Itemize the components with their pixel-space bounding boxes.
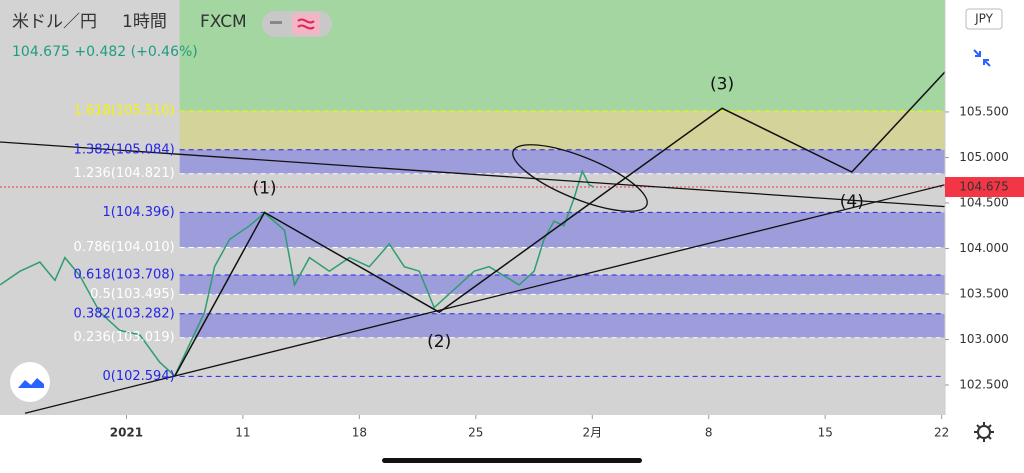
- x-tick-label: 2月: [582, 426, 602, 440]
- currency-box[interactable]: [965, 8, 1003, 30]
- trendline: [0, 141, 945, 208]
- fib-label: 0(102.594): [102, 369, 174, 384]
- home-indicator: [382, 458, 642, 463]
- settings-button[interactable]: [974, 422, 994, 442]
- fib-label: 0.236(103.019): [74, 330, 175, 345]
- wave-label: (3): [710, 74, 734, 94]
- fib-band: [179, 247, 945, 276]
- wave-label: (2): [427, 332, 451, 352]
- wave-line: [174, 71, 945, 377]
- y-tick-label: 104.500: [959, 195, 1009, 209]
- x-tick-label: 2021: [110, 426, 143, 440]
- plot-area: [0, 0, 945, 414]
- symbol: 米ドル／円: [12, 12, 97, 32]
- trendline: [24, 184, 945, 414]
- price-tag: [945, 177, 1024, 198]
- y-tick-label: 105.000: [959, 150, 1009, 164]
- y-tick-label: 103.500: [959, 286, 1009, 300]
- price-tag-label: 104.675: [959, 180, 1009, 194]
- fib-label: 0.382(103.282): [74, 306, 175, 321]
- x-tick-label: 11: [235, 426, 250, 440]
- price-axis: [945, 0, 1024, 473]
- fib-label: 0.618(103.708): [74, 268, 175, 283]
- fib-label: 0.786(104.010): [74, 240, 175, 255]
- fib-band: [179, 294, 945, 314]
- last-price: 104.675 +0.482 (+0.46%): [12, 44, 198, 60]
- x-tick-label: 8: [705, 426, 713, 440]
- y-tick-label: 105.500: [959, 104, 1009, 118]
- fib-band: [179, 212, 945, 248]
- style-toggle[interactable]: [262, 11, 332, 37]
- y-tick-label: 102.500: [959, 377, 1009, 391]
- x-tick-label: 22: [934, 426, 949, 440]
- logo-button[interactable]: [10, 362, 50, 402]
- currency: JPY: [974, 12, 994, 26]
- axes: 102.500 103.000 103.500 104.000 104.500 105.0…: [110, 104, 1024, 440]
- fib-band: [179, 275, 945, 295]
- fib-label: 1.236(104.821): [74, 166, 175, 181]
- fib-band: [179, 111, 945, 150]
- x-tick-label: 18: [352, 426, 367, 440]
- x-tick-label: 15: [818, 426, 833, 440]
- y-tick-label: 103.000: [959, 332, 1009, 346]
- fib-band: [179, 337, 945, 377]
- x-tick-label: 25: [468, 426, 483, 440]
- collapse-button[interactable]: [965, 41, 999, 75]
- fib-label: 1.618(105.510): [74, 104, 175, 119]
- fib-label: 1(104.396): [102, 205, 174, 220]
- fib-band: [179, 313, 945, 338]
- fib-label: 0.5(103.495): [90, 287, 175, 302]
- interval[interactable]: 1時間: [122, 12, 167, 32]
- wave-label: (4): [840, 192, 864, 212]
- fib-label: 1.382(105.084): [74, 142, 175, 157]
- time-axis: [0, 415, 945, 473]
- price-line: [0, 169, 595, 378]
- wave-label: (1): [252, 178, 276, 198]
- source: FXCM: [200, 12, 247, 32]
- highlight-ellipse: [512, 144, 648, 212]
- y-tick-label: 104.000: [959, 241, 1009, 255]
